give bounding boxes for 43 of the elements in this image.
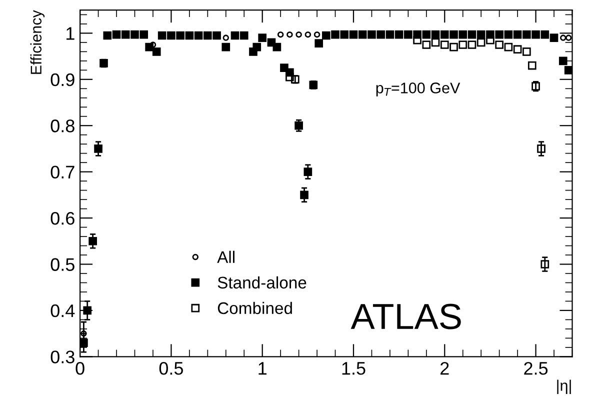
point (304, 31, 312, 38)
y-tick-label: 0.4 (50, 304, 75, 318)
point (522, 47, 531, 56)
point (540, 260, 550, 268)
point (476, 38, 486, 47)
y-tick-label: 0.7 (50, 166, 74, 179)
x-tick-label: 0 (76, 362, 84, 375)
point (296, 31, 302, 38)
y-axis-title: Efficiency (30, 10, 45, 74)
point (513, 45, 522, 54)
x-tick-label: 2 (440, 362, 449, 375)
x-axis-title: |η| (557, 380, 571, 394)
point (422, 40, 431, 49)
point (277, 31, 284, 38)
x-tick-label: 1 (258, 362, 266, 375)
annotation: ATLAS (350, 304, 461, 330)
y-tick-label: 1 (66, 27, 74, 40)
point (450, 42, 458, 52)
point (560, 34, 566, 41)
annotation: p$_{T}$=100 GeV (376, 82, 460, 96)
point (314, 31, 320, 38)
point (504, 42, 513, 52)
point (440, 40, 449, 49)
point (565, 34, 572, 41)
point (537, 144, 546, 153)
point (495, 40, 504, 49)
y-tick-label: 0.3 (50, 350, 74, 364)
point (468, 40, 476, 49)
legend-label: Combined (218, 302, 292, 314)
y-tick-label: 0.9 (50, 73, 74, 86)
legend-label: Stand-alone (218, 276, 306, 289)
point (528, 61, 536, 70)
x-tick-label: 1.5 (342, 362, 366, 375)
y-tick-label: 0.5 (50, 258, 74, 271)
point (431, 38, 440, 47)
y-tick-label: 0.6 (50, 212, 74, 225)
x-tick-label: 2.5 (524, 362, 548, 375)
point (222, 34, 230, 41)
legend-label: All (217, 250, 234, 263)
point (458, 40, 468, 49)
point (286, 31, 293, 38)
x-tick-label: 0.5 (159, 362, 183, 375)
y-tick-label: 0.8 (50, 120, 74, 132)
